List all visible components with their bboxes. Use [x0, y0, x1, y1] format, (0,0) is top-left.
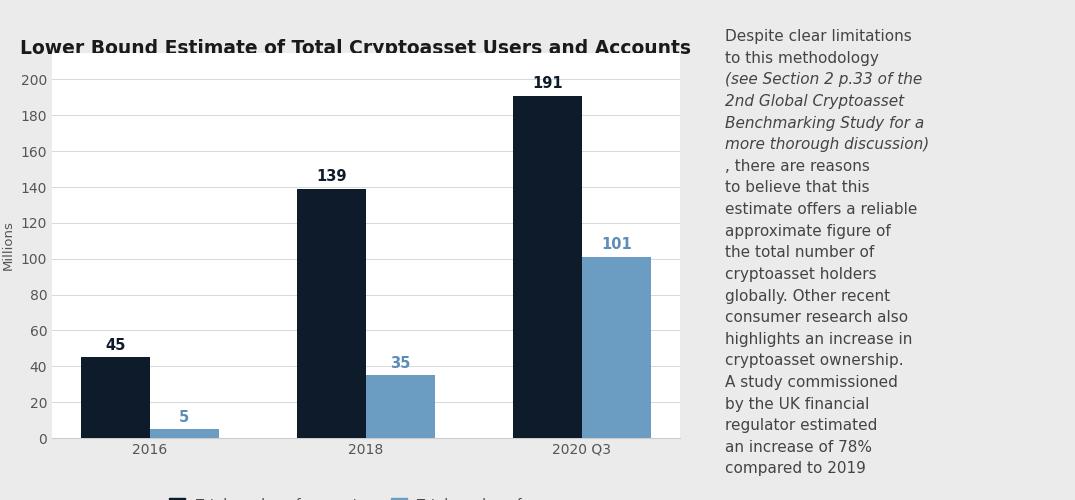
Text: by the UK financial: by the UK financial	[725, 396, 870, 411]
Text: approximate figure of: approximate figure of	[725, 224, 890, 238]
Text: an increase of 78%: an increase of 78%	[725, 440, 872, 455]
Text: A study commissioned: A study commissioned	[725, 375, 898, 390]
Text: to this methodology: to this methodology	[725, 50, 878, 66]
Text: highlights an increase in: highlights an increase in	[725, 332, 913, 347]
Text: estimate offers a reliable: estimate offers a reliable	[725, 202, 917, 217]
Text: to believe that this: to believe that this	[725, 180, 870, 196]
Text: cryptoasset ownership.: cryptoasset ownership.	[725, 354, 903, 368]
Text: Lower Bound Estimate of Total Cryptoasset Users and Accounts: Lower Bound Estimate of Total Cryptoasse…	[20, 38, 691, 58]
Text: (see Section 2 p.33 of the: (see Section 2 p.33 of the	[725, 72, 922, 88]
Text: cryptoasset holders: cryptoasset holders	[725, 267, 876, 282]
Text: consumer research also: consumer research also	[725, 310, 908, 325]
Text: 2nd Global Cryptoasset: 2nd Global Cryptoasset	[725, 94, 904, 109]
Text: Despite clear limitations: Despite clear limitations	[725, 29, 912, 44]
Text: regulator estimated: regulator estimated	[725, 418, 877, 434]
Text: globally. Other recent: globally. Other recent	[725, 288, 890, 304]
Text: , there are reasons: , there are reasons	[725, 159, 870, 174]
Text: compared to 2019: compared to 2019	[725, 462, 865, 476]
Text: more thorough discussion): more thorough discussion)	[725, 137, 929, 152]
Text: Benchmarking Study for a: Benchmarking Study for a	[725, 116, 924, 130]
Text: the total number of: the total number of	[725, 246, 874, 260]
